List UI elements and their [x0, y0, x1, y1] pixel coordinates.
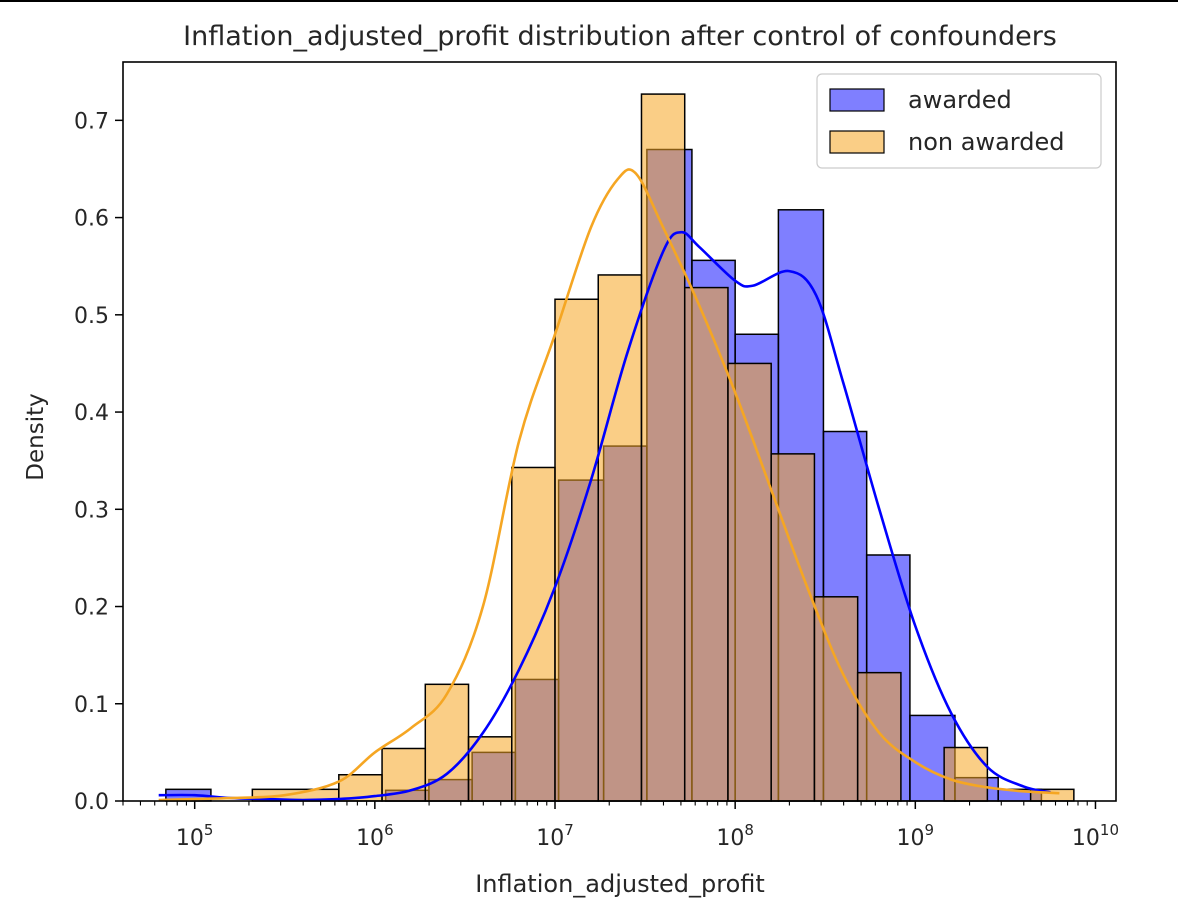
legend-label-non-awarded: non awarded	[908, 128, 1064, 156]
bar-non-awarded-16	[943, 746, 989, 802]
kde-lines	[158, 168, 1060, 802]
bar-non-awarded-7	[554, 298, 599, 802]
y-tick-label: 0.7	[74, 109, 109, 134]
non-awarded-bars	[251, 93, 1075, 802]
y-tick-label: 0.2	[74, 596, 109, 621]
y-tick-label: 0.6	[74, 207, 109, 232]
x-tick-label: 106	[356, 821, 394, 851]
x-axis: 105 106 107 108 109 1010	[122, 801, 1119, 851]
x-tick-label: 109	[897, 821, 935, 851]
bar-non-awarded-8	[597, 274, 643, 802]
kde-line-non-awarded	[158, 168, 1060, 802]
x-tick-label: 1010	[1072, 821, 1119, 851]
y-tick-label: 0.5	[74, 304, 109, 329]
bar-non-awarded-11	[727, 362, 772, 802]
legend-swatch-non-awarded	[829, 130, 885, 154]
bar-non-awarded-6	[511, 466, 556, 802]
bar-non-awarded-9	[640, 93, 686, 802]
bar-non-awarded-13	[813, 596, 859, 802]
x-tick-label: 107	[536, 821, 574, 851]
legend-label-awarded: awarded	[908, 86, 1012, 114]
y-tick-label: 0.3	[74, 498, 109, 523]
bar-non-awarded-10	[683, 286, 729, 802]
y-axis: 0.0 0.1 0.2 0.3 0.4 0.5 0.6 0.7	[74, 109, 123, 815]
plot-frame	[122, 61, 1117, 802]
chart-title: Inflation_adjusted_profit distribution a…	[183, 21, 1057, 52]
y-axis-label: Density	[23, 393, 49, 480]
top-border	[0, 0, 1178, 2]
y-tick-label: 0.4	[74, 401, 109, 426]
y-tick-label: 0.0	[74, 790, 109, 815]
y-tick-label: 0.1	[74, 693, 109, 718]
legend-box	[816, 73, 1102, 169]
bar-non-awarded-14	[856, 671, 902, 802]
legend: awarded non awarded	[816, 73, 1102, 169]
bar-non-awarded-5	[467, 736, 513, 802]
legend-swatch-awarded	[829, 88, 885, 112]
x-tick-label: 105	[176, 821, 214, 851]
x-tick-label: 108	[716, 821, 754, 851]
x-axis-label: Inflation_adjusted_profit	[475, 870, 765, 898]
kde-line-awarded	[158, 230, 1051, 802]
